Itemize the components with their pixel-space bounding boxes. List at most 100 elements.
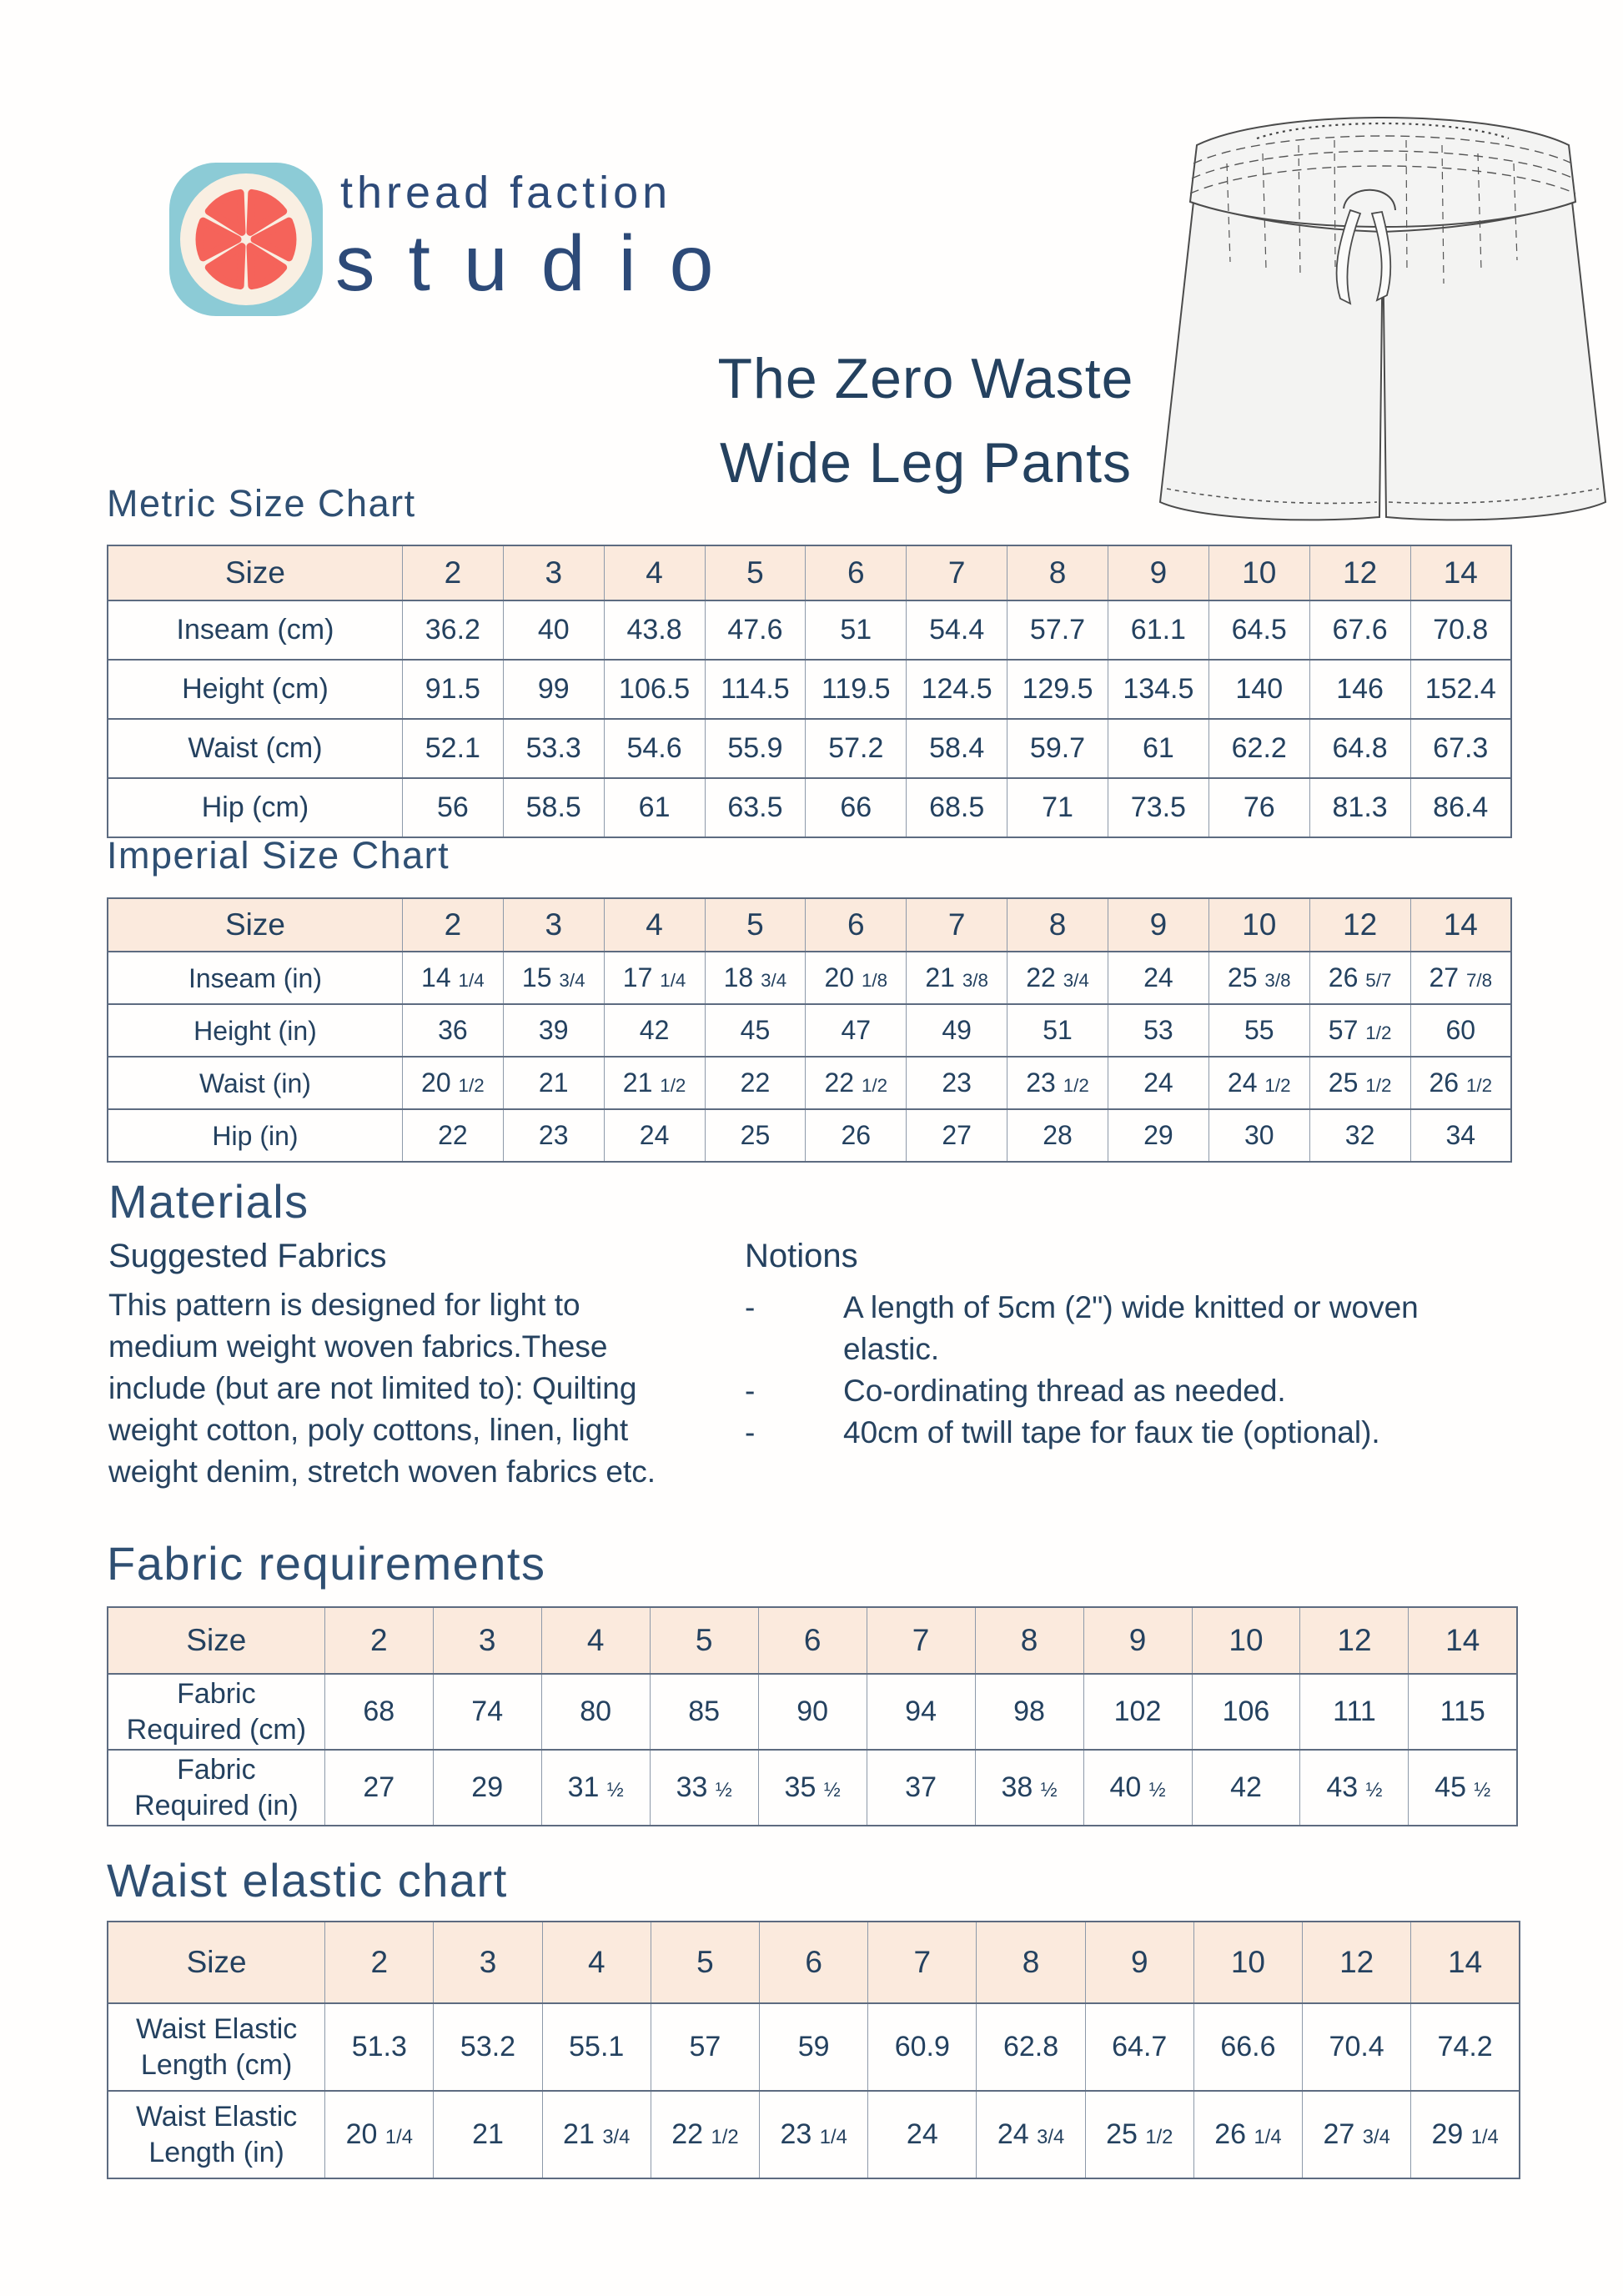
value-cell: 26 (805, 1108, 907, 1163)
value-cell: 115 (1408, 1673, 1518, 1751)
bullet-dash: - (745, 1290, 756, 1324)
value-cell: 22 1/2 (650, 2090, 761, 2179)
paragraph-line: weight cotton, poly cottons, linen, ligh… (108, 1413, 629, 1447)
value-cell: 22 3/4 (1007, 951, 1108, 1005)
size-label-header: Size (107, 897, 403, 952)
value-cell: 57.2 (805, 718, 907, 779)
row-label: Waist Elastic Length (in) (107, 2090, 326, 2179)
imperial-chart-heading: Imperial Size Chart (107, 834, 450, 877)
row-label: Height (in) (107, 1003, 403, 1058)
value-cell: 22 1/2 (805, 1056, 907, 1110)
size-column-header: 10 (1208, 897, 1310, 952)
value-cell: 61.1 (1107, 600, 1209, 661)
value-cell: 64.7 (1084, 2002, 1194, 2092)
value-cell: 59.7 (1007, 718, 1108, 779)
value-cell: 40 (502, 600, 605, 661)
value-cell: 47 (805, 1003, 907, 1058)
size-column-header: 6 (805, 897, 907, 952)
value-cell: 20 1/2 (401, 1056, 504, 1110)
row-label: Inseam (in) (107, 951, 403, 1005)
value-cell: 140 (1208, 659, 1310, 720)
value-cell: 55.1 (541, 2002, 651, 2092)
value-cell: 21 3/4 (541, 2090, 651, 2179)
value-cell: 29 (432, 1749, 542, 1826)
value-cell: 42 (603, 1003, 706, 1058)
value-cell: 40 ½ (1083, 1749, 1193, 1826)
size-column-header: 4 (603, 545, 706, 601)
value-cell: 21 (433, 2090, 543, 2179)
paragraph-line: weight denim, stretch woven fabrics etc. (108, 1454, 656, 1489)
value-cell: 61 (603, 777, 706, 838)
value-cell: 45 ½ (1408, 1749, 1518, 1826)
value-cell: 43.8 (603, 600, 706, 661)
value-cell: 21 (502, 1056, 605, 1110)
value-cell: 24 1/2 (1208, 1056, 1310, 1110)
value-cell: 58.4 (906, 718, 1008, 779)
size-column-header: 4 (540, 1606, 651, 1675)
pants-illustration (1158, 117, 1607, 521)
metric-size-chart: Size 2 3 4 5 6 7 8 9 10 12 14 Inseam (cm) 36.2 40 43.8 4… (107, 545, 1512, 838)
value-cell: 91.5 (401, 659, 504, 720)
header-row: Size 2 3 4 5 6 7 8 9 10 12 14 (107, 1606, 1518, 1675)
size-column-header: 8 (976, 1921, 1086, 2004)
value-cell: 63.5 (704, 777, 806, 838)
size-column-header: 4 (541, 1921, 651, 2004)
size-column-header: 12 (1309, 545, 1411, 601)
size-column-header: 14 (1408, 1606, 1518, 1675)
value-cell: 124.5 (906, 659, 1008, 720)
size-column-header: 14 (1409, 897, 1512, 952)
notion-text: 40cm of twill tape for faux tie (optiona… (843, 1412, 1380, 1454)
size-column-header: 10 (1208, 545, 1310, 601)
value-cell: 67.3 (1409, 718, 1512, 779)
value-cell: 20 1/8 (805, 951, 907, 1005)
value-cell: 58.5 (502, 777, 605, 838)
value-cell: 129.5 (1007, 659, 1108, 720)
value-cell: 66.6 (1193, 2002, 1304, 2092)
table-row: Waist Elastic Length (in) 20 1/4 21 21 3/4 22… (107, 2090, 1520, 2179)
size-column-header: 6 (759, 1921, 869, 2004)
size-column-header: 10 (1191, 1606, 1301, 1675)
size-column-header: 4 (603, 897, 706, 952)
size-column-header: 3 (433, 1921, 543, 2004)
value-cell: 76 (1208, 777, 1310, 838)
value-cell: 64.5 (1208, 600, 1310, 661)
value-cell: 33 ½ (649, 1749, 759, 1826)
imperial-size-chart: Size 2 3 4 5 6 7 8 9 10 12 14 Inseam (in) 14 1/4 15 3/… (107, 897, 1512, 1163)
size-column-header: 3 (502, 897, 605, 952)
value-cell: 27 3/4 (1302, 2090, 1412, 2179)
metric-size-table: Size 2 3 4 5 6 7 8 9 10 12 14 Inseam (cm) 36.2 40 43.8 4… (107, 545, 1512, 838)
value-cell: 119.5 (805, 659, 907, 720)
value-cell: 52.1 (401, 718, 504, 779)
notions-heading: Notions (745, 1238, 858, 1274)
value-cell: 22 (704, 1056, 806, 1110)
size-column-header: 6 (757, 1606, 867, 1675)
page-title-line2: Wide Leg Pants (719, 431, 1133, 495)
size-column-header: 7 (866, 1606, 976, 1675)
imperial-size-table: Size 2 3 4 5 6 7 8 9 10 12 14 Inseam (in) 14 1/4 15 3/… (107, 897, 1512, 1163)
value-cell: 53.2 (433, 2002, 543, 2092)
size-column-header: 12 (1299, 1606, 1409, 1675)
value-cell: 28 (1007, 1108, 1108, 1163)
notion-text: Co-ordinating thread as needed. (843, 1370, 1286, 1412)
size-column-header: 9 (1107, 897, 1209, 952)
value-cell: 38 ½ (974, 1749, 1084, 1826)
value-cell: 23 (906, 1056, 1008, 1110)
value-cell: 86.4 (1409, 777, 1512, 838)
suggested-fabrics-paragraph: This pattern is designed for light to me… (108, 1284, 776, 1493)
size-column-header: 9 (1084, 1921, 1194, 2004)
size-column-header: 2 (401, 545, 504, 601)
citrus-logo-icon (169, 163, 323, 316)
suggested-fabrics-heading: Suggested Fabrics (108, 1238, 387, 1274)
notion-item: - 40cm of twill tape for faux tie (optio… (745, 1412, 1512, 1454)
metric-chart-heading: Metric Size Chart (107, 482, 416, 525)
row-label: Inseam (cm) (107, 600, 403, 661)
table-row: Fabric Required (in) 27 29 31 ½ 33 ½ 35 ½ 37 38 … (107, 1749, 1518, 1826)
row-label: Waist (in) (107, 1056, 403, 1110)
size-column-header: 12 (1309, 897, 1411, 952)
value-cell: 45 (704, 1003, 806, 1058)
header-row: Size 2 3 4 5 6 7 8 9 10 12 14 (107, 897, 1512, 952)
row-label: Waist (cm) (107, 718, 403, 779)
notion-line: A length of 5cm (2") wide knitted or wov… (843, 1290, 1419, 1324)
value-cell: 26 1/4 (1193, 2090, 1304, 2179)
